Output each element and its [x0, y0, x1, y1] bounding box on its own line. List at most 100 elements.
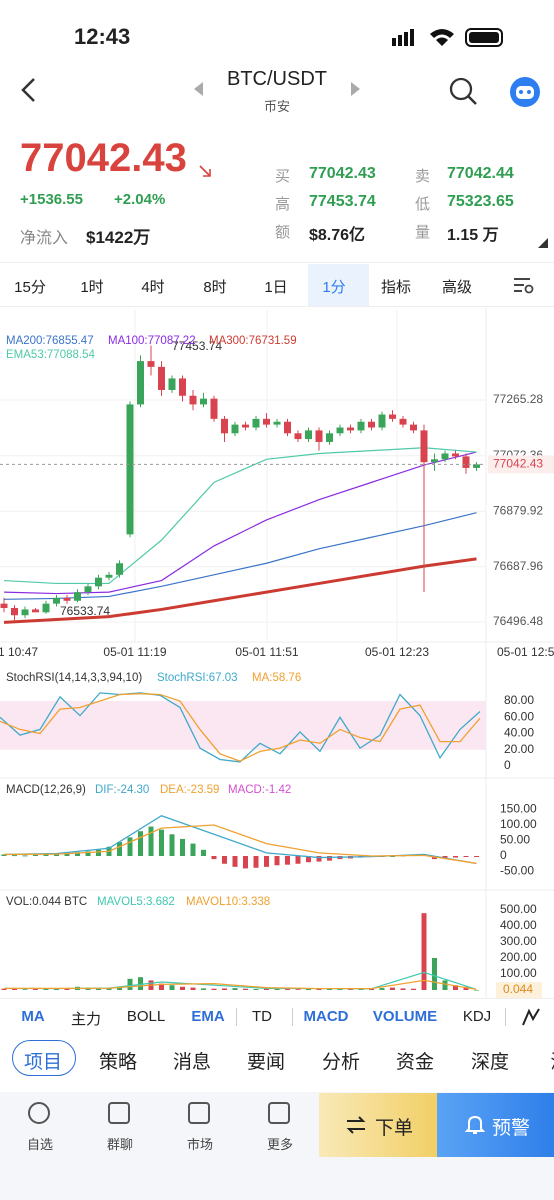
volume-bar: [453, 985, 458, 990]
candle-body: [315, 430, 323, 442]
candle-body: [168, 378, 176, 390]
candle-body: [0, 603, 8, 608]
bottom-nav-icon[interactable]: [268, 1102, 290, 1124]
candle-body: [21, 609, 29, 616]
indicator-tab[interactable]: TD: [252, 1008, 272, 1025]
bottom-nav-label[interactable]: 自选: [26, 1137, 53, 1152]
draw-tool[interactable]: [520, 1006, 542, 1028]
macd-bar: [211, 856, 217, 860]
content-tab[interactable]: 消息: [172, 1052, 211, 1073]
volume-bar: [327, 988, 332, 990]
tab-separator: [505, 1008, 506, 1026]
interval-tab[interactable]: 8时: [203, 279, 227, 296]
indicator-menu[interactable]: 指标: [381, 279, 412, 296]
volume-bar: [211, 988, 217, 990]
candle-body: [378, 414, 386, 428]
alert-button[interactable]: 预警: [437, 1093, 554, 1157]
order-label[interactable]: 下单: [375, 1118, 414, 1139]
search-button[interactable]: [448, 76, 478, 106]
indicator-tab[interactable]: KDJ: [462, 1008, 492, 1025]
order-icon: [346, 1116, 366, 1134]
interval-tab[interactable]: 4时: [141, 279, 165, 296]
advanced-menu[interactable]: 高级: [442, 279, 473, 296]
macd-bar: [390, 856, 395, 857]
volume-bar: [306, 988, 311, 990]
expand-corner[interactable]: [538, 238, 548, 248]
stat-label: 买: [275, 168, 291, 185]
interval-tab[interactable]: 1时: [80, 279, 104, 296]
candle-body: [158, 366, 165, 390]
prev-pair[interactable]: [194, 82, 204, 96]
divider: [0, 262, 554, 263]
candle-body: [273, 421, 281, 425]
indicator-tab[interactable]: VOLUME: [372, 1008, 438, 1025]
bottom-nav-label[interactable]: 群聊: [106, 1137, 133, 1152]
chart-settings[interactable]: [512, 275, 534, 295]
volume-bar: [1, 988, 7, 990]
volume-bar: [180, 986, 185, 990]
macd-bar: [295, 856, 301, 864]
content-tab[interactable]: 资金: [395, 1052, 434, 1073]
candle-body: [42, 603, 50, 613]
time-label: 05-01 11:19: [103, 645, 166, 659]
inflow-value: $1422万: [86, 228, 151, 247]
y-tick-label: 20.00: [504, 742, 534, 756]
content-tab[interactable]: 分析: [321, 1052, 360, 1073]
assistant-button[interactable]: [509, 76, 541, 108]
bottom-nav-icon[interactable]: [188, 1102, 210, 1124]
ma-legend: EMA53:77088.54: [6, 349, 95, 361]
volume-bar: [190, 987, 196, 990]
macd-bar: [12, 855, 17, 857]
candle-body: [231, 424, 239, 434]
y-tick-label: 500.00: [500, 902, 537, 916]
interval-tab[interactable]: 15分: [14, 279, 46, 296]
candle-body: [221, 418, 228, 434]
volume-bar: [12, 988, 17, 990]
stoch-legend: StochRSI(14,14,3,3,94,10): [6, 672, 142, 684]
macd-bar: [232, 856, 238, 867]
stoch-band: [0, 701, 486, 750]
indicator-tab[interactable]: BOLL: [126, 1008, 166, 1025]
volume-bar: [358, 988, 364, 990]
volume-bar: [54, 988, 59, 990]
content-tab[interactable]: 策略: [98, 1052, 137, 1073]
volume-bar: [253, 989, 259, 990]
macd-legend: DEA:-23.59: [160, 784, 219, 796]
current-vol-bg: [496, 981, 542, 998]
stat-value: 77453.74: [309, 193, 376, 210]
indicator-tab[interactable]: EMA: [191, 1008, 225, 1025]
alert-label[interactable]: 预警: [492, 1118, 531, 1139]
order-button[interactable]: 下单: [319, 1093, 437, 1157]
bottom-nav-icon[interactable]: [108, 1102, 130, 1124]
next-pair[interactable]: [350, 82, 360, 96]
time-label: 05-01 12:23: [365, 645, 429, 659]
content-tab[interactable]: 项目: [23, 1052, 62, 1073]
bottom-nav-icon[interactable]: [28, 1102, 50, 1124]
candle-body: [126, 404, 134, 535]
bottom-nav-label[interactable]: 更多: [266, 1137, 293, 1152]
bottom-nav-label[interactable]: 市场: [186, 1137, 213, 1152]
candle-body: [441, 453, 449, 460]
candle-body: [294, 433, 302, 440]
content-tab[interactable]: 要闻: [246, 1052, 285, 1073]
content-tab[interactable]: 深度: [470, 1052, 509, 1073]
macd-bar: [75, 852, 80, 856]
y-tick-label: 77265.28: [493, 392, 543, 406]
stat-value: 1.15 万: [447, 227, 499, 244]
candle-body: [179, 378, 186, 396]
back-button[interactable]: [18, 76, 42, 104]
stat-label: 卖: [415, 168, 431, 185]
macd-bar: [117, 842, 122, 856]
stoch-legend: StochRSI:67.03: [157, 672, 238, 684]
volume-bar: [222, 988, 227, 990]
interval-tab[interactable]: 1分: [322, 279, 346, 296]
candle-body: [347, 427, 354, 431]
indicator-tab[interactable]: MA: [21, 1008, 45, 1025]
candle-body: [189, 395, 197, 405]
content-tab[interactable]: 深: [530, 1047, 554, 1074]
candle-body: [210, 398, 218, 419]
candle-body: [84, 586, 92, 593]
indicator-tab[interactable]: MACD: [303, 1008, 349, 1025]
interval-tab[interactable]: 1日: [264, 279, 288, 296]
indicator-tab[interactable]: 主力: [70, 1011, 101, 1028]
